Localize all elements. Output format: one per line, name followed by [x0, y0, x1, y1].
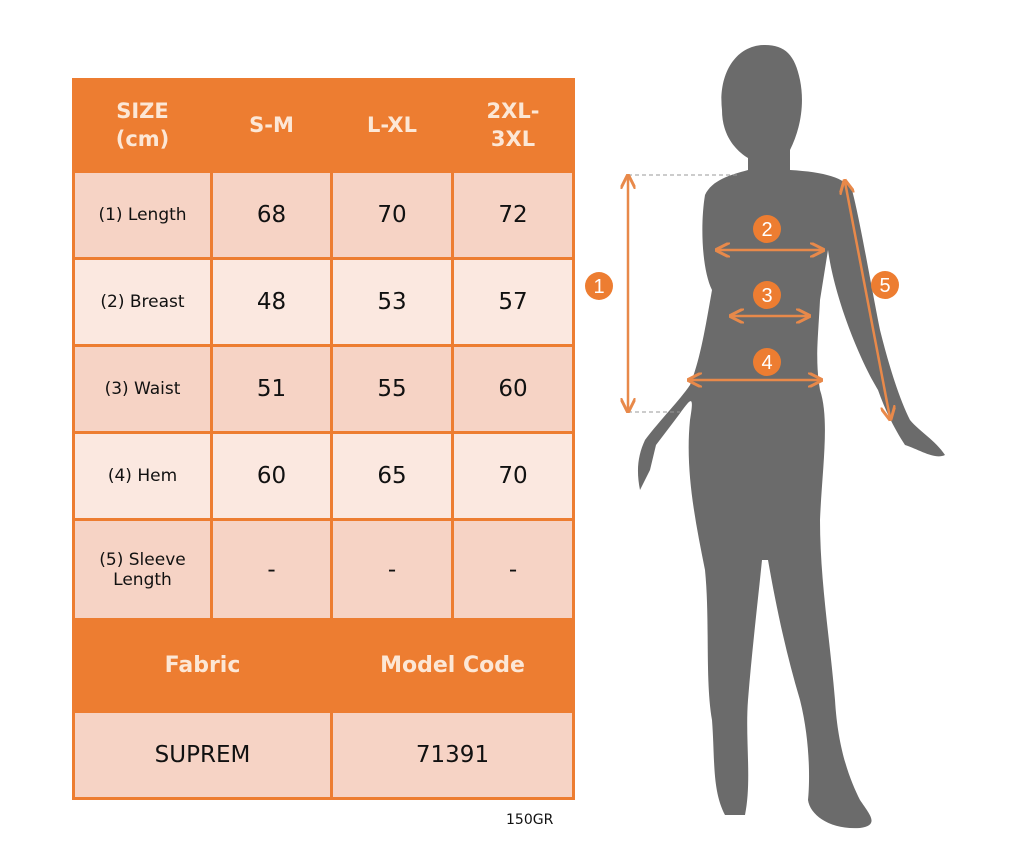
marker-5-badge — [871, 271, 899, 299]
table-row: (4) Hem 60 65 70 — [72, 431, 575, 521]
cell: 70 — [451, 431, 575, 521]
cell: - — [451, 518, 575, 621]
marker-1: 1 — [593, 276, 604, 298]
header-size: SIZE (cm) — [72, 78, 213, 173]
cell: 53 — [330, 257, 454, 347]
silhouette — [637, 45, 945, 829]
row-label: (3) Waist — [72, 344, 213, 434]
header-row: SIZE (cm) S-M L-XL 2XL- 3XL — [72, 78, 575, 173]
row-label: (1) Length — [72, 170, 213, 260]
cell: - — [210, 518, 333, 621]
marker-2-badge — [753, 215, 781, 243]
cell: 72 — [451, 170, 575, 260]
cell: 70 — [330, 170, 454, 260]
weight-note: 150GR — [506, 812, 554, 828]
cell: 48 — [210, 257, 333, 347]
marker-4-badge — [753, 348, 781, 376]
table-row: (3) Waist 51 55 60 — [72, 344, 575, 434]
size-chart-table: SIZE (cm) S-M L-XL 2XL- 3XL (1) Length 68… — [72, 78, 575, 800]
header-s-m: S-M — [210, 78, 333, 173]
cell: 65 — [330, 431, 454, 521]
fabric-label: Fabric — [72, 618, 333, 713]
marker-2: 2 — [761, 219, 772, 241]
marker-4: 4 — [761, 352, 772, 374]
cell: 51 — [210, 344, 333, 434]
fabric-header-row: Fabric Model Code — [72, 618, 575, 713]
cell: 55 — [330, 344, 454, 434]
row-label: (5) Sleeve Length — [72, 518, 213, 621]
table-row: (1) Length 68 70 72 — [72, 170, 575, 260]
marker-5: 5 — [879, 275, 890, 297]
header-2xl-3xl: 2XL- 3XL — [451, 78, 575, 173]
model-code-label: Model Code — [330, 618, 575, 713]
table-row: (2) Breast 48 53 57 — [72, 257, 575, 347]
cell: 60 — [210, 431, 333, 521]
header-l-xl: L-XL — [330, 78, 454, 173]
row-label: (4) Hem — [72, 431, 213, 521]
marker-3-badge — [753, 281, 781, 309]
table-row: (5) Sleeve Length - - - — [72, 518, 575, 621]
marker-1-badge — [585, 272, 613, 300]
cell: 60 — [451, 344, 575, 434]
model-code-value: 71391 — [330, 710, 575, 800]
row-label: (2) Breast — [72, 257, 213, 347]
cell: 68 — [210, 170, 333, 260]
fabric-value-row: SUPREM 71391 — [72, 710, 575, 800]
fabric-value: SUPREM — [72, 710, 333, 800]
cell: 57 — [451, 257, 575, 347]
marker-3: 3 — [761, 285, 772, 307]
cell: - — [330, 518, 454, 621]
